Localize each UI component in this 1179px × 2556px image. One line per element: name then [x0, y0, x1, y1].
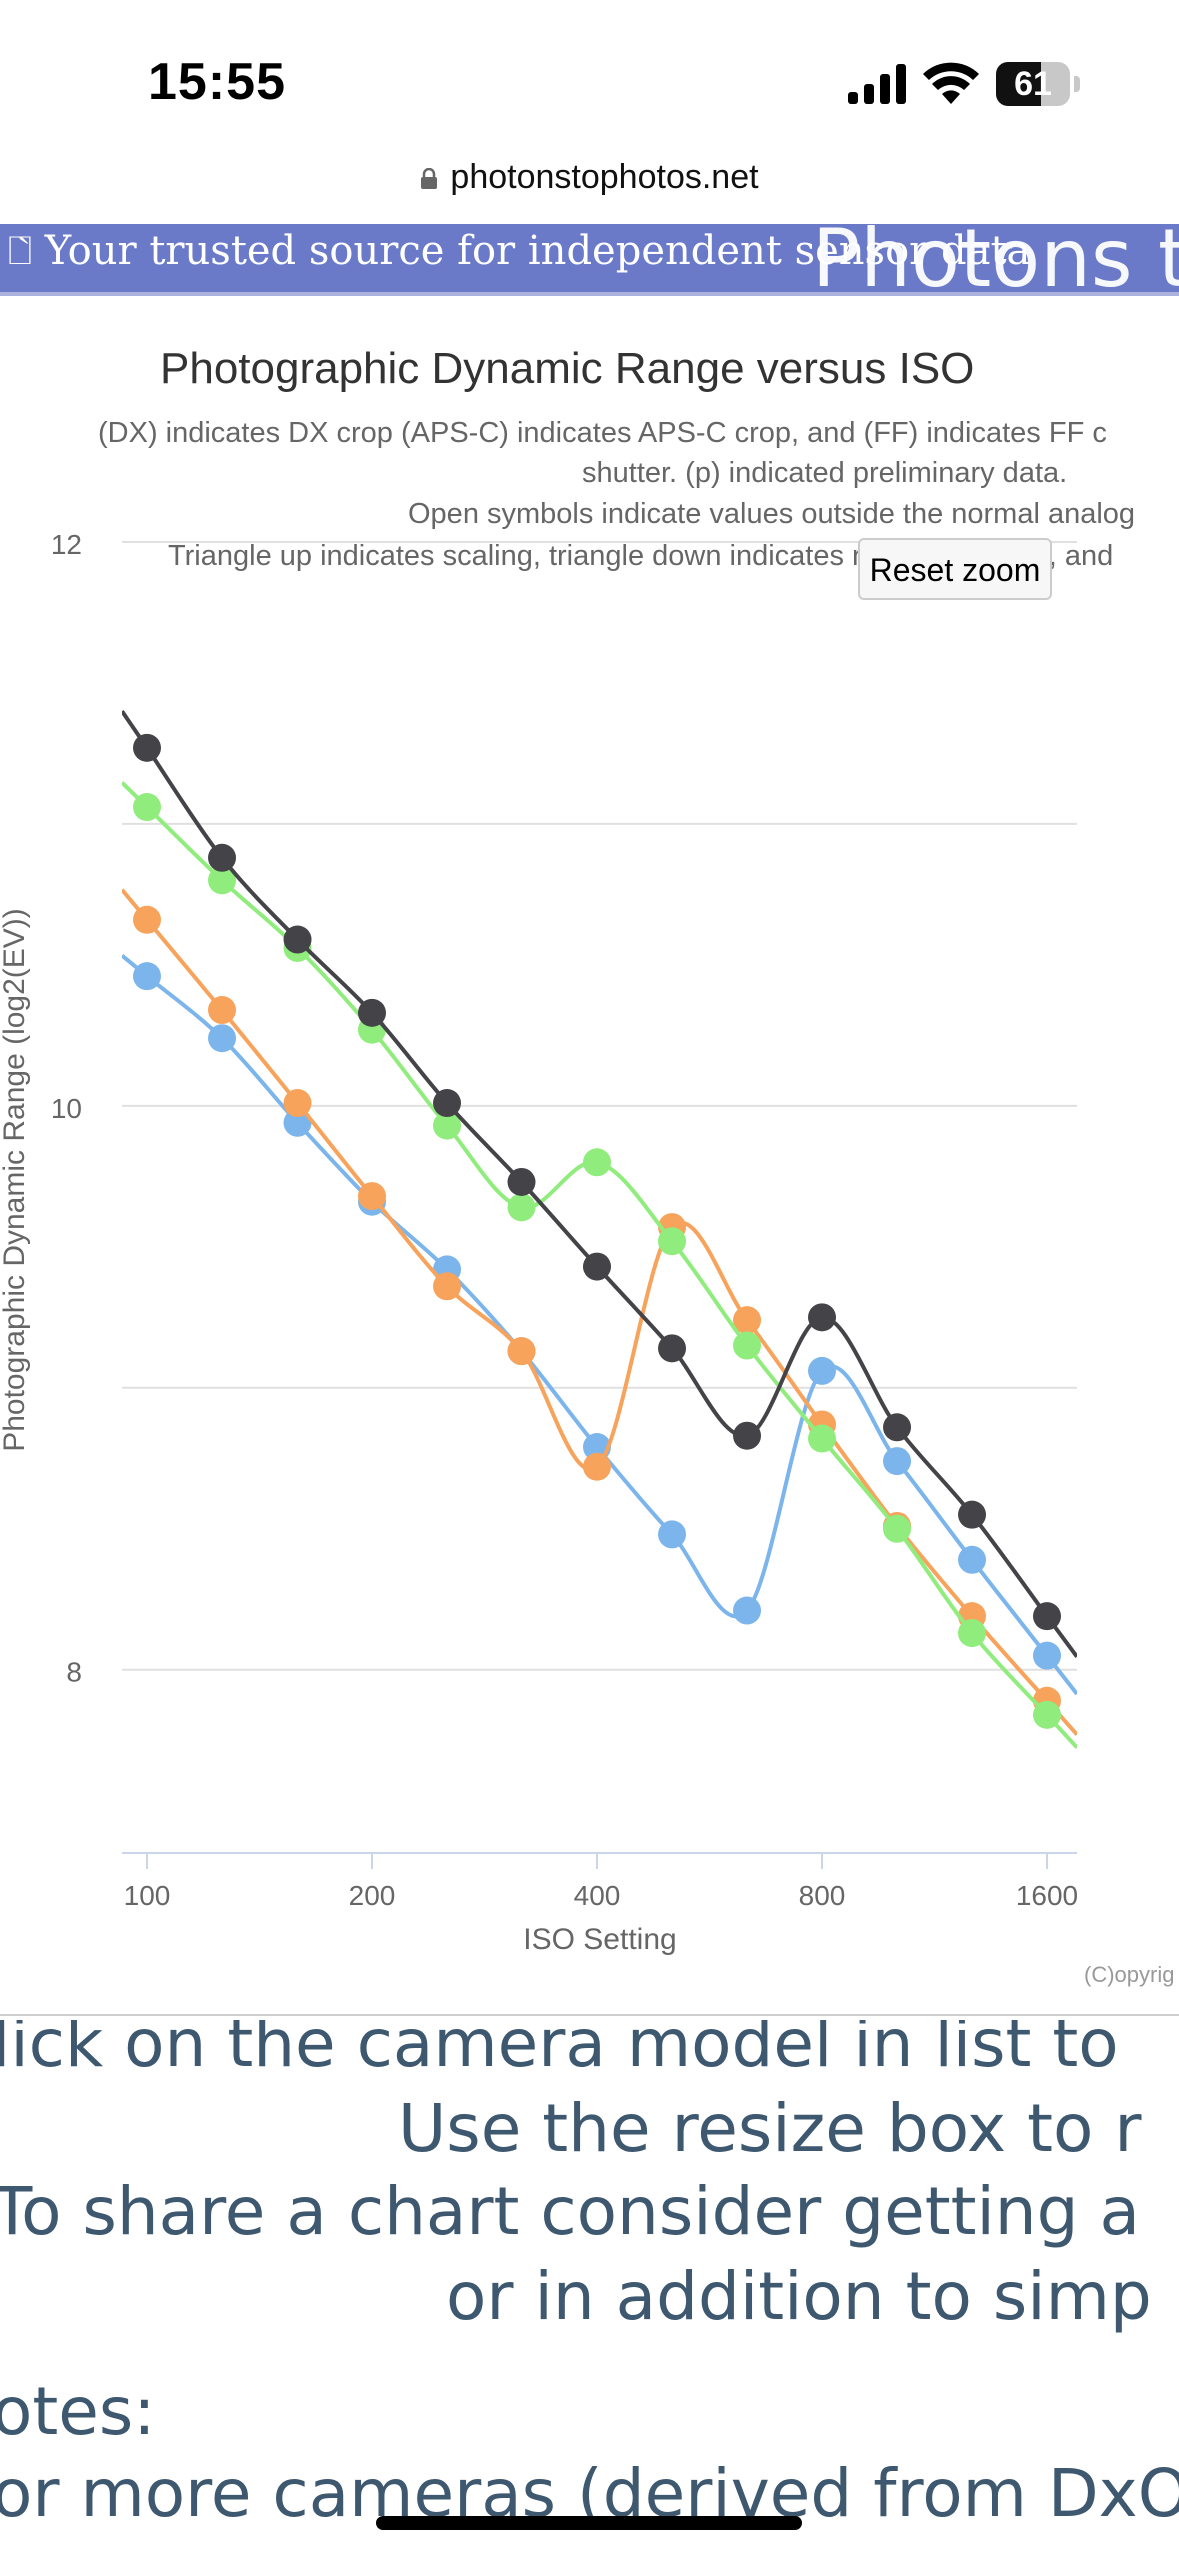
y-tick-label: 10: [51, 1093, 82, 1124]
data-point[interactable]: [658, 1334, 687, 1363]
status-time: 15:55: [148, 53, 286, 111]
data-point[interactable]: [958, 1500, 987, 1529]
chart-subtitle-line: Open symbols indicate values outside the…: [408, 498, 1135, 530]
data-point[interactable]: [133, 905, 161, 934]
battery-icon: 61: [996, 62, 1082, 108]
x-tick-label: 200: [349, 1880, 396, 1911]
note-line: To share a chart consider getting a: [0, 2173, 1140, 2250]
data-point[interactable]: [507, 1167, 536, 1196]
data-point[interactable]: [433, 1111, 462, 1140]
note-line: otes:: [0, 2373, 156, 2450]
banner-divider: [0, 292, 1179, 296]
usage-notes: lick on the camera model in list to Use t…: [0, 2020, 1179, 2556]
data-point[interactable]: [958, 1545, 987, 1574]
note-line: lick on the camera model in list to: [0, 2020, 1119, 2082]
data-point[interactable]: [133, 793, 161, 822]
data-point[interactable]: [733, 1306, 762, 1335]
data-point[interactable]: [358, 1182, 386, 1211]
x-tick-label: 800: [799, 1880, 846, 1911]
data-point[interactable]: [883, 1413, 912, 1442]
data-point[interactable]: [208, 866, 237, 895]
data-point[interactable]: [507, 1193, 536, 1222]
y-axis-title: Photographic Dynamic Range (log2(EV)): [0, 908, 31, 1452]
data-point[interactable]: [958, 1619, 987, 1648]
data-point[interactable]: [733, 1596, 762, 1625]
section-divider: [0, 2014, 1179, 2016]
data-point[interactable]: [733, 1331, 762, 1360]
data-point[interactable]: [583, 1148, 611, 1177]
data-point[interactable]: [133, 962, 161, 991]
chart-subtitle-line: (DX) indicates DX crop (APS-C) indicates…: [98, 417, 1107, 449]
data-point[interactable]: [883, 1447, 912, 1476]
note-line: Use the resize box to r: [398, 2090, 1142, 2167]
series-line: [122, 710, 1077, 1658]
x-tick-label: 400: [574, 1880, 621, 1911]
x-axis-title: ISO Setting: [523, 1923, 676, 1956]
data-point[interactable]: [1033, 1641, 1061, 1670]
banner-title: Photons t: [812, 224, 1179, 294]
cellular-signal-icon: [848, 64, 906, 104]
data-point[interactable]: [808, 1424, 836, 1453]
data-point[interactable]: [208, 843, 237, 872]
data-point[interactable]: [808, 1303, 836, 1332]
data-point[interactable]: [808, 1356, 836, 1385]
data-point[interactable]: [1033, 1700, 1061, 1729]
address-bar[interactable]: photonstophotos.net: [0, 158, 1179, 208]
data-point[interactable]: [433, 1272, 462, 1301]
data-point[interactable]: [358, 998, 386, 1027]
banner-subtitle-text: Your trusted source for independent sens…: [44, 228, 1031, 274]
data-point[interactable]: [133, 733, 161, 762]
y-tick-label: 12: [51, 529, 82, 560]
site-banner: ⎕̀ Your trusted source for independent s…: [0, 224, 1179, 294]
chart-credit: (C)opyrig: [1084, 1962, 1174, 1987]
data-point[interactable]: [733, 1421, 762, 1450]
data-point[interactable]: [658, 1520, 687, 1549]
data-point[interactable]: [433, 1089, 462, 1118]
y-tick-label: 8: [66, 1657, 82, 1688]
data-point[interactable]: [883, 1514, 912, 1543]
chart-subtitle-line: shutter. (p) indicated preliminary data.: [582, 457, 1067, 489]
data-point[interactable]: [583, 1252, 611, 1281]
wifi-icon: [923, 62, 979, 104]
data-point[interactable]: [283, 1108, 312, 1137]
lock-icon: [421, 168, 438, 189]
data-point[interactable]: [283, 925, 312, 954]
data-point[interactable]: [283, 1089, 312, 1118]
status-bar: 15:55 61: [0, 0, 1179, 150]
data-point[interactable]: [208, 996, 237, 1025]
note-line: or in addition to simp: [446, 2258, 1152, 2335]
x-tick-label: 100: [124, 1880, 171, 1911]
data-point[interactable]: [1033, 1602, 1061, 1631]
data-point[interactable]: [583, 1452, 611, 1481]
url-text: photonstophotos.net: [450, 158, 759, 196]
reset-zoom-button[interactable]: Reset zoom: [858, 538, 1052, 600]
banner-subtitle: ⎕̀ Your trusted source for independent s…: [8, 228, 1031, 274]
data-point[interactable]: [208, 1024, 237, 1053]
data-point[interactable]: [507, 1337, 536, 1366]
battery-percentage: 61: [1014, 65, 1052, 103]
series-line: [122, 953, 1077, 1696]
home-indicator: [376, 2516, 802, 2530]
chart-title: Photographic Dynamic Range versus ISO: [160, 344, 974, 393]
series-line: [122, 888, 1077, 1736]
x-tick-label: 1600: [1016, 1880, 1078, 1911]
data-point[interactable]: [658, 1227, 687, 1256]
